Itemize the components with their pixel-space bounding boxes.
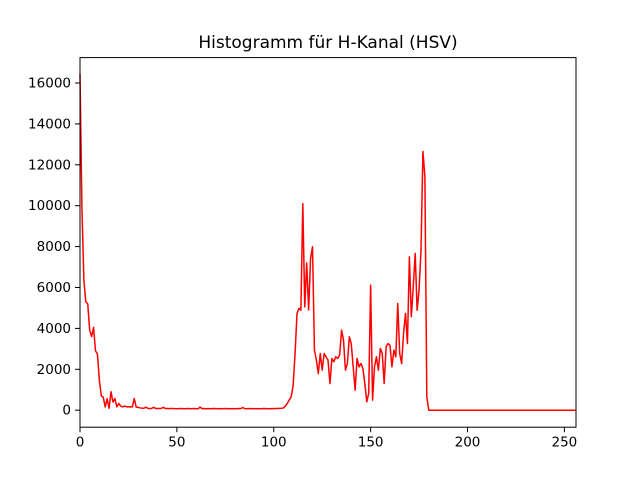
histogram-line: [79, 73, 576, 411]
x-tick-label: 50: [168, 435, 185, 451]
y-tick-label: 0: [62, 403, 71, 419]
y-tick-label: 8000: [37, 239, 71, 255]
y-tick-label: 10000: [28, 198, 71, 214]
y-tick-label: 6000: [37, 280, 71, 296]
x-tick-label: 150: [358, 435, 384, 451]
x-tick-label: 100: [261, 435, 287, 451]
y-tick-label: 12000: [28, 157, 71, 173]
y-tick-label: 14000: [28, 116, 71, 132]
chart-title: Histogramm für H-Kanal (HSV): [198, 33, 458, 53]
y-tick-label: 16000: [28, 76, 71, 92]
x-tick-label: 0: [76, 435, 85, 451]
y-tick-label: 4000: [37, 321, 71, 337]
x-tick-label: 200: [455, 435, 481, 451]
y-tick-label: 2000: [37, 362, 71, 378]
axes-spines: [79, 57, 577, 428]
x-tick-label: 250: [551, 435, 577, 451]
